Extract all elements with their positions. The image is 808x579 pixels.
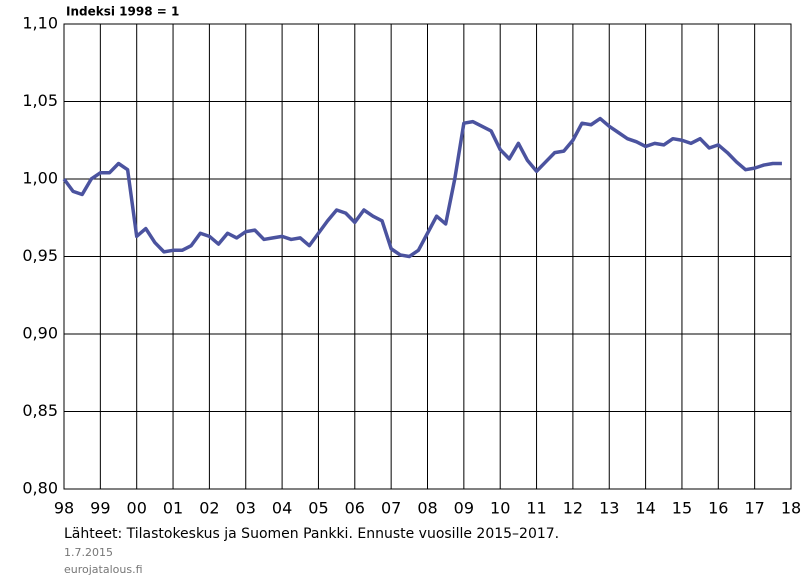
y-tick-label: 0,80 xyxy=(22,479,58,498)
x-tick-label: 06 xyxy=(345,499,365,518)
y-tick-label: 0,95 xyxy=(22,246,58,265)
x-tick-label: 10 xyxy=(490,499,510,518)
y-tick-label: 1,10 xyxy=(22,14,58,33)
x-tick-label: 05 xyxy=(308,499,328,518)
date: 1.7.2015 xyxy=(64,546,113,559)
x-tick-label: 98 xyxy=(54,499,74,518)
x-tick-label: 02 xyxy=(199,499,219,518)
x-tick-label: 09 xyxy=(454,499,474,518)
x-tick-label: 17 xyxy=(744,499,764,518)
x-tick-label: 00 xyxy=(127,499,147,518)
y-tick-label: 1,05 xyxy=(22,91,58,110)
y-tick-label: 1,00 xyxy=(22,169,58,188)
x-tick-label: 12 xyxy=(563,499,583,518)
site: eurojatalous.fi xyxy=(64,563,143,576)
plot-frame xyxy=(63,23,792,490)
x-tick-label: 13 xyxy=(599,499,619,518)
x-tick-label: 03 xyxy=(236,499,256,518)
x-tick-label: 01 xyxy=(163,499,183,518)
y-tick-label: 0,85 xyxy=(22,401,58,420)
x-tick-label: 15 xyxy=(672,499,692,518)
data-line xyxy=(62,116,782,259)
x-tick-label: 14 xyxy=(635,499,655,518)
chart-title: Indeksi 1998 = 1 xyxy=(66,5,179,19)
y-tick-label: 0,90 xyxy=(22,324,58,343)
source: Lähteet: Tilastokeskus ja Suomen Pankki.… xyxy=(64,526,559,542)
x-tick-label: 04 xyxy=(272,499,292,518)
x-tick-label: 11 xyxy=(526,499,546,518)
x-tick-label: 18 xyxy=(781,499,801,518)
x-tick-label: 16 xyxy=(708,499,728,518)
x-tick-label: 07 xyxy=(381,499,401,518)
x-tick-label: 08 xyxy=(417,499,437,518)
x-tick-label: 99 xyxy=(90,499,110,518)
